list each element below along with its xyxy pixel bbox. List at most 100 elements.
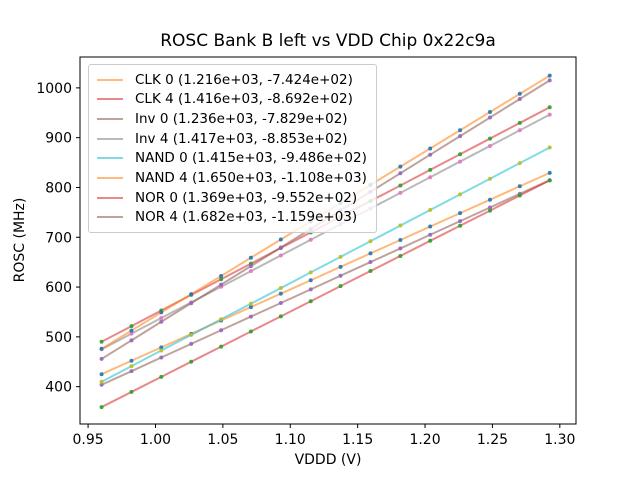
- data-point-inv-4: [159, 316, 164, 321]
- data-point-nor-4: [189, 301, 194, 306]
- legend-item-nand-4: NAND 4 (1.650e+03, -1.108e+03): [94, 168, 370, 187]
- data-point-clk-0: [278, 291, 283, 296]
- data-point-clk-4: [517, 120, 522, 125]
- data-point-nand-0: [159, 348, 164, 353]
- data-point-inv-4: [278, 253, 283, 258]
- data-point-inv-4: [428, 175, 433, 180]
- data-point-nor-0: [248, 329, 253, 334]
- data-point-nand-4: [398, 164, 403, 169]
- x-tick-label: 1.05: [207, 432, 238, 448]
- data-point-clk-0: [159, 345, 164, 350]
- data-point-nand-0: [398, 223, 403, 228]
- x-tick-label: 1.10: [275, 432, 306, 448]
- data-point-nor-0: [517, 193, 522, 198]
- data-point-nand-4: [129, 328, 134, 333]
- legend-item-nor-0: NOR 0 (1.369e+03, -9.552e+02): [94, 188, 370, 207]
- data-point-nor-4: [517, 96, 522, 101]
- data-point-inv-0: [129, 369, 134, 374]
- data-point-nand-4: [278, 237, 283, 242]
- data-point-inv-4: [398, 190, 403, 195]
- data-point-nand-0: [308, 270, 313, 275]
- fit-line-inv-0: [100, 179, 551, 386]
- data-point-nand-0: [338, 254, 343, 259]
- data-point-clk-0: [338, 264, 343, 269]
- y-tick-label: 400: [45, 380, 72, 396]
- legend-label: Inv 4 (1.417e+03, -8.853e+02): [135, 130, 348, 147]
- data-point-clk-0: [488, 197, 493, 202]
- data-point-clk-4: [428, 167, 433, 172]
- data-point-nor-0: [278, 314, 283, 319]
- data-point-inv-0: [308, 287, 313, 292]
- data-point-nor-4: [99, 356, 104, 361]
- x-tick-label: 0.95: [73, 432, 104, 448]
- data-point-clk-0: [248, 305, 253, 310]
- data-point-nand-4: [488, 110, 493, 115]
- data-point-nor-0: [338, 284, 343, 289]
- data-point-nor-0: [99, 405, 104, 410]
- legend-item-clk-0: CLK 0 (1.216e+03, -7.424e+02): [94, 70, 370, 89]
- data-point-nor-4: [129, 338, 134, 343]
- data-point-nand-0: [129, 364, 134, 369]
- legend-line-swatch: [97, 137, 123, 140]
- data-point-nor-4: [278, 245, 283, 250]
- data-point-inv-0: [219, 328, 224, 333]
- data-point-nand-4: [547, 73, 552, 78]
- data-point-inv-0: [338, 273, 343, 278]
- data-point-nor-0: [308, 299, 313, 304]
- data-point-inv-0: [458, 219, 463, 224]
- y-tick-label: 1000: [36, 81, 72, 97]
- fit-line-clk-0: [100, 171, 551, 376]
- data-point-nand-4: [219, 273, 224, 278]
- data-point-nand-0: [428, 207, 433, 212]
- data-point-nand-4: [248, 255, 253, 260]
- legend-line-swatch: [97, 157, 123, 160]
- data-point-nand-0: [248, 301, 253, 306]
- y-tick-label: 700: [45, 230, 72, 246]
- data-point-clk-4: [458, 152, 463, 157]
- data-point-inv-0: [99, 382, 104, 387]
- data-point-inv-4: [129, 331, 134, 336]
- data-point-inv-0: [189, 341, 194, 346]
- y-tick-label: 900: [45, 131, 72, 147]
- data-point-nor-4: [458, 134, 463, 139]
- data-point-nor-4: [219, 282, 224, 287]
- data-point-nor-0: [428, 238, 433, 243]
- legend-label: CLK 0 (1.216e+03, -7.424e+02): [135, 71, 353, 88]
- data-point-nand-4: [189, 292, 194, 297]
- legend: CLK 0 (1.216e+03, -7.424e+02) CLK 4 (1.41…: [88, 64, 377, 233]
- data-point-nor-0: [129, 389, 134, 394]
- legend-label: NOR 0 (1.369e+03, -9.552e+02): [135, 189, 358, 206]
- data-point-inv-4: [458, 159, 463, 164]
- data-point-clk-4: [547, 105, 552, 110]
- legend-line-swatch: [97, 216, 123, 219]
- data-point-inv-0: [488, 205, 493, 210]
- data-point-nand-0: [189, 332, 194, 337]
- data-point-inv-0: [368, 260, 373, 265]
- legend-label: CLK 4 (1.416e+03, -8.692e+02): [135, 91, 353, 108]
- data-point-inv-4: [488, 143, 493, 148]
- legend-item-nor-4: NOR 4 (1.682e+03, -1.159e+03): [94, 208, 370, 227]
- legend-label: NAND 0 (1.415e+03, -9.486e+02): [135, 150, 367, 167]
- data-point-nor-0: [189, 359, 194, 364]
- data-point-nand-0: [368, 239, 373, 244]
- fit-line-nand-0: [100, 146, 551, 383]
- legend-line-swatch: [97, 196, 123, 199]
- legend-line-swatch: [97, 78, 123, 81]
- fit-line-nor-0: [100, 179, 551, 409]
- data-point-clk-4: [99, 339, 104, 344]
- data-point-clk-4: [398, 183, 403, 188]
- data-point-nor-0: [547, 178, 552, 183]
- data-point-clk-0: [129, 358, 134, 363]
- data-point-nor-0: [219, 344, 224, 349]
- legend-item-clk-4: CLK 4 (1.416e+03, -8.692e+02): [94, 90, 370, 109]
- x-tick-label: 1.20: [409, 432, 440, 448]
- y-tick-label: 500: [45, 330, 72, 346]
- data-point-nor-4: [248, 264, 253, 269]
- data-point-inv-0: [398, 246, 403, 251]
- data-point-inv-0: [428, 232, 433, 237]
- data-point-nor-0: [488, 208, 493, 213]
- data-point-inv-4: [517, 128, 522, 133]
- data-point-nand-0: [219, 317, 224, 322]
- x-tick-label: 1.15: [342, 432, 373, 448]
